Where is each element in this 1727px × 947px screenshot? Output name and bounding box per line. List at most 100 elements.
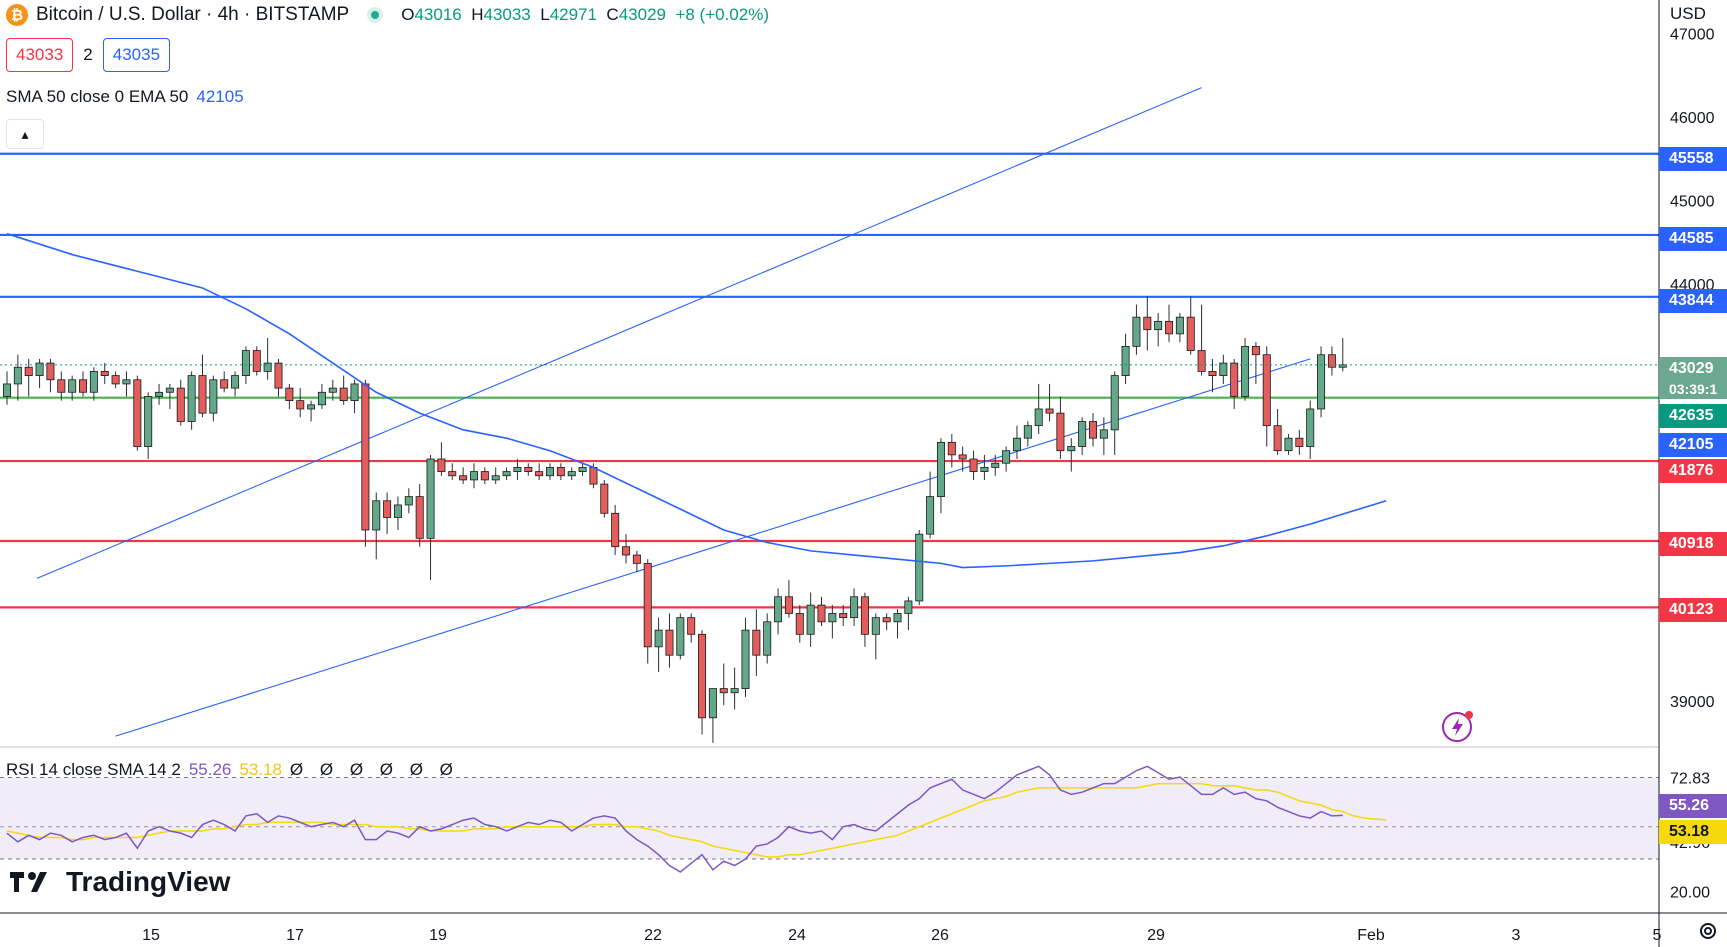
price-label: 43844 (1659, 289, 1727, 313)
candle-body (1012, 437, 1021, 452)
channel-lower-line (115, 358, 1311, 737)
candle-body (850, 596, 859, 619)
candle-body (1317, 354, 1326, 410)
ema-50-line (6, 232, 1387, 569)
candle-body (1219, 362, 1228, 376)
candle-body (817, 604, 826, 623)
candle-body (100, 371, 109, 376)
candle-body (89, 371, 98, 393)
time-tick-label: 22 (644, 927, 662, 944)
candle-countdown: 03:39:1 (1659, 379, 1727, 399)
time-tick-label: 5 (1653, 927, 1662, 944)
time-axis-ticks[interactable]: 15 17 19 22 24 26 29 Feb 3 5 (142, 927, 1661, 944)
rsi-tick-label: 72.83 (1670, 770, 1710, 787)
price-label: 53.18 (1659, 820, 1727, 844)
logo-text: TradingView (66, 866, 231, 897)
tradingview-logo[interactable]: TradingView (8, 866, 230, 898)
candle-body (46, 362, 55, 381)
symbol-title[interactable]: Bitcoin / U.S. Dollar · 4h · BITSTAMP (36, 4, 350, 25)
candle-body (1002, 450, 1011, 464)
rsi-sma-legend-value: 53.18 (239, 760, 282, 779)
candle-body (1186, 316, 1195, 351)
candle-body (339, 387, 348, 402)
price-label: 42105 (1659, 433, 1727, 457)
candle-body (665, 629, 674, 656)
candle-body (795, 613, 804, 635)
price-label: 55.26 (1659, 794, 1727, 818)
price-tick-label: 45000 (1670, 193, 1715, 210)
candle-body (741, 629, 750, 689)
candle-body (480, 471, 489, 481)
candle-body (904, 600, 913, 614)
candle-body (187, 375, 196, 422)
candle-body (198, 375, 207, 414)
candle-body (947, 441, 956, 456)
candle-body (285, 387, 294, 402)
candle-body (459, 475, 468, 481)
candle-body (372, 500, 381, 531)
lightning-icon[interactable] (1441, 710, 1475, 749)
rsi-legend[interactable]: RSI 14 close SMA 14 2 55.26 53.18 Ø Ø Ø … (6, 760, 459, 780)
candle-body (328, 387, 337, 393)
price-label: 43029 (1659, 357, 1727, 381)
candle-body (524, 466, 533, 472)
candle-body (1208, 371, 1217, 376)
candle-body (263, 362, 272, 372)
price-label: 40918 (1659, 532, 1727, 556)
candle-body (79, 379, 88, 393)
candle-body (643, 562, 652, 648)
gear-icon[interactable] (1697, 920, 1719, 942)
candle-body (676, 617, 685, 656)
candle-body (448, 471, 457, 477)
candle-body (589, 466, 598, 485)
candle-body (133, 379, 142, 447)
candle-body (915, 533, 924, 602)
candle-body (969, 458, 978, 472)
candle-body (1078, 421, 1087, 447)
candle-body (1056, 412, 1065, 452)
trend-channel (36, 87, 1311, 737)
candle-body (1251, 345, 1260, 356)
candle-body (763, 621, 772, 656)
candle-body (144, 396, 153, 447)
candle-body (991, 462, 1000, 468)
candle-body (936, 441, 945, 498)
candle-body (513, 466, 522, 472)
market-status-icon[interactable] (367, 7, 384, 23)
price-label: 42635 (1659, 404, 1727, 428)
collapse-legend-button[interactable]: ▴ (6, 119, 44, 149)
sell-button[interactable]: 43033 (6, 38, 74, 72)
candle-body (611, 512, 620, 548)
candle-body (687, 617, 696, 635)
candle-body (1175, 316, 1184, 335)
candle-body (176, 387, 185, 422)
currency-label[interactable]: USD (1670, 4, 1706, 23)
candle-body (1034, 408, 1043, 427)
rsi-pane-background (0, 776, 1659, 860)
time-tick-label: 17 (286, 927, 304, 944)
ema-line (6, 232, 1387, 569)
buy-button[interactable]: 43035 (102, 38, 171, 72)
candle-body (828, 613, 837, 623)
candles (3, 296, 1347, 743)
candle-body (1230, 362, 1239, 397)
candle-body (730, 688, 739, 694)
candle-body (220, 379, 229, 389)
price-label: 40123 (1659, 598, 1727, 622)
candle-body (708, 688, 717, 719)
time-tick-label: 3 (1512, 927, 1521, 944)
sma-legend[interactable]: SMA 50 close 0 EMA 50 42105 (6, 87, 244, 107)
time-tick-label: 19 (429, 927, 447, 944)
candle-body (350, 383, 359, 402)
price-tick-label: 39000 (1670, 694, 1715, 711)
candle-body (556, 466, 565, 477)
candle-body (882, 617, 891, 623)
candle-body (535, 471, 544, 477)
candle-body (24, 366, 33, 376)
candle-body (1306, 408, 1315, 447)
candle-body (1241, 345, 1250, 397)
candle-body (111, 375, 120, 385)
candle-body (3, 383, 11, 397)
candle-body (361, 383, 370, 531)
